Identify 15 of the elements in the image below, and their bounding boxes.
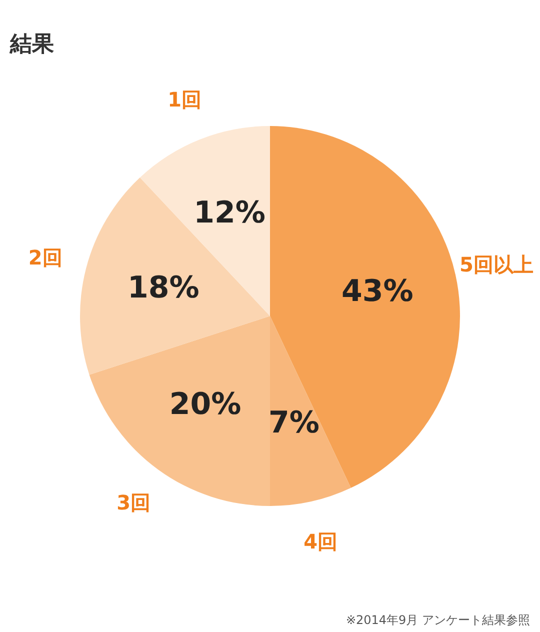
data-label: 7% xyxy=(268,405,320,440)
slice-label: 2回 xyxy=(28,245,62,270)
data-label: 20% xyxy=(169,386,242,422)
slice-label: 4回 xyxy=(304,529,338,554)
pie-slice xyxy=(80,177,270,375)
data-label: 12% xyxy=(194,196,266,231)
text: ※2014年9月 アンケート結果参照 xyxy=(346,613,530,627)
data-label: 43% xyxy=(341,274,414,310)
slice-label: 5回以上 xyxy=(459,252,534,276)
slice-label: 1回 xyxy=(168,87,202,112)
data-label: 18% xyxy=(128,270,200,306)
chart-title: 結果 xyxy=(9,32,55,57)
pie-slice xyxy=(270,316,351,506)
slice-label: 3回 xyxy=(116,490,151,515)
pie-slice xyxy=(270,126,460,488)
